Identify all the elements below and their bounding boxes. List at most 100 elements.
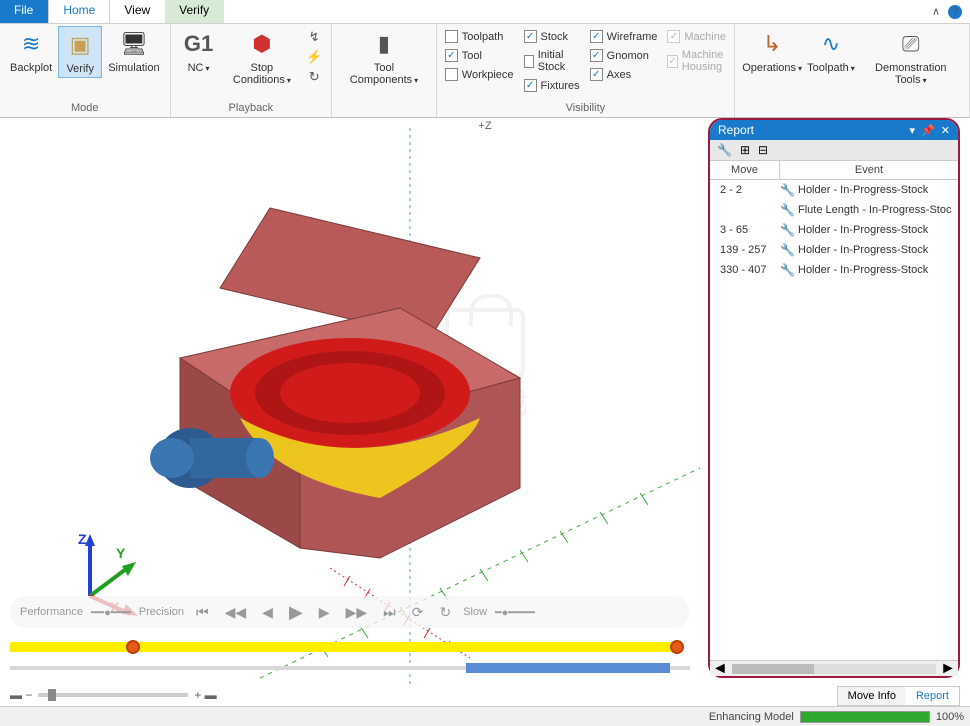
- report-title-bar[interactable]: Report ▾ 📌 ✕: [710, 120, 958, 140]
- stop-label: Stop Conditions: [227, 62, 298, 86]
- svg-text:Y: Y: [116, 545, 126, 561]
- ribbon-group-mode: ≋ Backplot ▣ Verify 🖥 Simulation Mode: [0, 24, 171, 117]
- backplot-icon: ≋: [15, 28, 47, 60]
- report-tool-2[interactable]: ⊞: [737, 142, 753, 158]
- tool-components-button[interactable]: ▮ Tool Components: [338, 26, 430, 88]
- right-group-label: [741, 101, 963, 115]
- collapse-ribbon-icon[interactable]: ∧: [932, 5, 940, 18]
- checkbox-wireframe[interactable]: ✓Wireframe: [590, 30, 658, 43]
- checkbox-axes[interactable]: ✓Axes: [590, 68, 658, 81]
- report-row[interactable]: 3 - 65🔧Holder - In-Progress-Stock: [710, 220, 958, 240]
- g1-icon: G1: [183, 28, 215, 60]
- report-title: Report: [718, 123, 754, 137]
- timeline-marker-1[interactable]: [126, 640, 140, 654]
- status-label: Enhancing Model: [709, 711, 794, 723]
- report-col-event[interactable]: Event: [780, 161, 958, 179]
- menu-tab-view[interactable]: View: [110, 0, 165, 23]
- status-bar: Enhancing Model 100%: [0, 706, 970, 726]
- report-panel: Report ▾ 📌 ✕ 🔧 ⊞ ⊟ Move Event 2 - 2🔧Hold…: [708, 118, 960, 678]
- rev-play-icon[interactable]: ◀: [258, 604, 277, 621]
- backplot-label: Backplot: [10, 62, 52, 74]
- zoom-control[interactable]: ▬ − + ▬: [10, 688, 217, 702]
- panel-menu-icon[interactable]: ▾: [910, 124, 916, 137]
- loop2-icon[interactable]: ↻: [435, 604, 455, 621]
- report-tool-1[interactable]: 🔧: [714, 142, 735, 158]
- viewport-3d[interactable]: +Z 安下载 anxz.com: [0, 118, 970, 706]
- performance-label: Performance: [20, 606, 83, 618]
- nc-label: NC: [188, 62, 210, 74]
- checkbox-stock[interactable]: ✓Stock: [524, 30, 580, 43]
- verify-icon: ▣: [64, 29, 96, 61]
- playback-group-label: Playback: [177, 101, 326, 115]
- checkbox-machine-housing: ✓Machine Housing: [667, 49, 726, 73]
- operations-button[interactable]: ↳ Operations: [741, 26, 803, 76]
- demo-icon: ⎚: [895, 28, 927, 60]
- checkbox-fixtures[interactable]: ✓Fixtures: [524, 79, 580, 92]
- timeline-secondary[interactable]: [10, 662, 690, 676]
- progress-bar: [800, 711, 930, 723]
- tab-report[interactable]: Report: [906, 687, 959, 705]
- report-row[interactable]: 330 - 407🔧Holder - In-Progress-Stock: [710, 260, 958, 280]
- fwd-play-icon[interactable]: ▶: [315, 604, 334, 621]
- stop-conditions-button[interactable]: ⬢ Stop Conditions: [223, 26, 302, 88]
- toolpath-icon: ∿: [815, 28, 847, 60]
- checkbox-workpiece[interactable]: Workpiece: [445, 68, 514, 81]
- menu-tab-home[interactable]: Home: [48, 0, 110, 23]
- timeline-primary[interactable]: [10, 642, 690, 656]
- report-row[interactable]: 2 - 2🔧Holder - In-Progress-Stock: [710, 180, 958, 200]
- timeline-range[interactable]: [466, 663, 670, 673]
- menu-bar: File Home View Verify ∧ ?: [0, 0, 970, 24]
- demo-label: Demonstration Tools: [863, 62, 959, 86]
- verify-button[interactable]: ▣ Verify: [58, 26, 102, 78]
- skip-start-icon[interactable]: ⏮: [192, 604, 213, 621]
- checkbox-tool[interactable]: ✓Tool: [445, 49, 514, 62]
- toolpath-label: Toolpath: [807, 62, 855, 74]
- help-icon[interactable]: ?: [948, 5, 962, 19]
- checkbox-initial-stock[interactable]: Initial Stock: [524, 49, 580, 73]
- report-row[interactable]: 🔧Flute Length - In-Progress-Stoc: [710, 200, 958, 220]
- ribbon-group-right: ↳ Operations ∿ Toolpath ⎚ Demonstration …: [735, 24, 970, 117]
- slow-label: Slow: [463, 606, 487, 618]
- loop-icon[interactable]: ↻: [305, 68, 323, 86]
- tab-move-info[interactable]: Move Info: [838, 687, 906, 705]
- menu-file[interactable]: File: [0, 0, 48, 23]
- playback-controls: Performance ━━●━━━ Precision ⏮ ◀◀ ◀ ▶ ▶ …: [10, 596, 690, 628]
- report-tool-3[interactable]: ⊟: [755, 142, 771, 158]
- toolpath-button[interactable]: ∿ Toolpath: [805, 26, 856, 76]
- nc-button[interactable]: G1 NC: [177, 26, 221, 76]
- stop-icon: ⬢: [246, 28, 278, 60]
- checkbox-toolpath[interactable]: Toolpath: [445, 30, 514, 43]
- progress-pct: 100%: [936, 711, 964, 723]
- step-back-icon[interactable]: ◀◀: [221, 604, 251, 621]
- collision-icon[interactable]: ⚡: [305, 48, 323, 66]
- ribbon-group-playback: G1 NC ⬢ Stop Conditions ↯ ⚡ ↻ Playback: [171, 24, 333, 117]
- record-icon[interactable]: ⟳: [408, 604, 428, 621]
- tool-components-label: Tool Components: [342, 62, 426, 86]
- trace-icon[interactable]: ↯: [305, 28, 323, 46]
- report-col-move[interactable]: Move: [710, 161, 780, 179]
- simulation-button[interactable]: 🖥 Simulation: [104, 26, 163, 76]
- checkbox-gnomon[interactable]: ✓Gnomon: [590, 49, 658, 62]
- zoom-out-icon[interactable]: ▬ −: [10, 688, 32, 702]
- backplot-button[interactable]: ≋ Backplot: [6, 26, 56, 76]
- panel-close-icon[interactable]: ✕: [941, 124, 950, 137]
- report-body[interactable]: 2 - 2🔧Holder - In-Progress-Stock🔧Flute L…: [710, 180, 958, 660]
- verify-label: Verify: [66, 63, 94, 75]
- operations-label: Operations: [742, 62, 802, 74]
- report-header: Move Event: [710, 161, 958, 180]
- skip-end-icon[interactable]: ⏭: [379, 604, 400, 621]
- menu-tab-verify[interactable]: Verify: [165, 0, 224, 23]
- report-scrollbar[interactable]: ◄►: [710, 660, 958, 676]
- report-toolbar: 🔧 ⊞ ⊟: [710, 140, 958, 161]
- play-icon[interactable]: ▶: [285, 602, 307, 623]
- zoom-in-icon[interactable]: + ▬: [194, 688, 216, 702]
- demo-tools-button[interactable]: ⎚ Demonstration Tools: [859, 26, 963, 88]
- tool-components-icon: ▮: [368, 28, 400, 60]
- panel-pin-icon[interactable]: 📌: [921, 124, 935, 137]
- report-row[interactable]: 139 - 257🔧Holder - In-Progress-Stock: [710, 240, 958, 260]
- step-fwd-icon[interactable]: ▶▶: [342, 604, 372, 621]
- playback-small-buttons: ↯ ⚡ ↻: [303, 26, 325, 88]
- timeline-marker-2[interactable]: [670, 640, 684, 654]
- ribbon-group-toolcomp: ▮ Tool Components: [332, 24, 437, 117]
- operations-icon: ↳: [756, 28, 788, 60]
